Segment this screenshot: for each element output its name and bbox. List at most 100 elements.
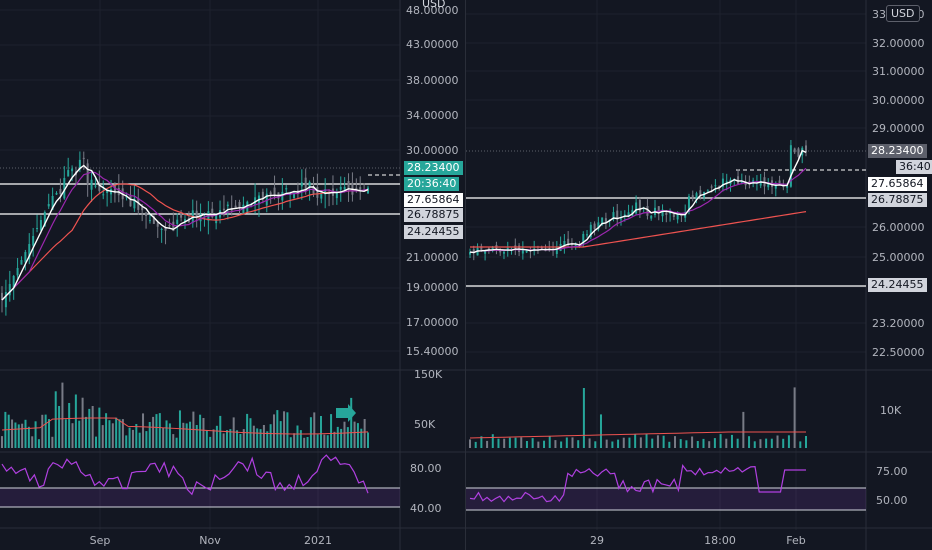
volume-bar — [58, 406, 61, 448]
candle-body — [55, 193, 58, 195]
volume-bar — [189, 421, 192, 448]
volume-bar — [486, 440, 489, 448]
volume-bar — [340, 428, 343, 448]
candle-body — [145, 212, 148, 216]
candle-body — [8, 284, 11, 296]
volume-bar — [537, 441, 540, 448]
candle-body — [638, 200, 641, 212]
candle-body — [680, 214, 683, 217]
volume-bar — [61, 382, 64, 448]
volume-bar — [98, 407, 101, 448]
currency-button-right[interactable]: USD — [886, 5, 920, 22]
candle-body — [665, 212, 668, 215]
volume-bar — [730, 434, 733, 448]
volume-bar — [319, 416, 322, 448]
candle-body — [293, 192, 296, 198]
volume-bar — [239, 434, 242, 448]
volume-bar — [787, 435, 790, 448]
volume-bar — [44, 414, 47, 448]
volume-bar — [175, 437, 178, 448]
volume-bar — [202, 418, 205, 448]
countdown-tag-right: 36:40 — [896, 160, 932, 174]
candle-body — [160, 229, 163, 230]
price-tick-label: 17.00000 — [406, 316, 459, 329]
volume-bar — [508, 437, 511, 448]
candle-body — [71, 168, 74, 172]
volume-bar — [765, 438, 768, 448]
candle-body — [691, 195, 694, 198]
candle-body — [582, 234, 585, 244]
volume-bar — [252, 425, 255, 448]
volume-bar — [313, 412, 316, 448]
left-chart-canvas[interactable]: 48.00000 43.00000 38.00000 34.00000 30.00000… — [0, 0, 465, 550]
volume-bar — [367, 432, 369, 448]
candle-body — [650, 215, 653, 219]
candle-body — [176, 219, 179, 224]
volume-bar — [95, 436, 98, 448]
candle-body — [184, 219, 186, 222]
candle-body — [612, 212, 615, 220]
volume-bar — [165, 420, 168, 448]
candle-body — [635, 202, 638, 214]
ma-fast-line — [469, 149, 807, 254]
price-tick-label: 21.00000 — [406, 251, 459, 264]
volume-bar — [474, 441, 477, 448]
volume-bar — [279, 421, 282, 448]
right-chart-canvas[interactable]: 33.0000032.0000031.0000030.0000029.00000… — [466, 0, 932, 550]
ma-mid-line — [469, 167, 807, 254]
time-tick-label: 18:00 — [704, 534, 736, 547]
candle-body — [359, 187, 362, 191]
price-tick-label: 43.00000 — [406, 38, 459, 51]
candle-body — [199, 214, 202, 222]
ma-slow-line — [1, 183, 369, 301]
volume-bar — [333, 431, 336, 448]
candle-body — [574, 245, 577, 246]
candle-body — [627, 212, 630, 217]
candle-body — [90, 179, 93, 190]
candle-body — [740, 181, 743, 183]
volume-tick-label: 50K — [414, 418, 436, 431]
candle-body — [59, 188, 62, 195]
candle-body — [472, 249, 475, 253]
volume-bar — [101, 425, 104, 448]
volume-bar — [805, 436, 807, 448]
volume-bar — [24, 419, 27, 448]
candle-body — [156, 222, 159, 227]
volume-bar — [514, 437, 517, 448]
volume-bar — [64, 419, 67, 448]
candle-body — [254, 197, 257, 205]
candle-body — [285, 188, 288, 190]
candle-body — [12, 276, 15, 288]
volume-bar — [78, 420, 81, 448]
candle-body — [687, 196, 690, 212]
volume-bar — [323, 434, 326, 448]
volume-bar — [84, 416, 87, 448]
candle-body — [324, 189, 327, 195]
candle-body — [540, 246, 543, 249]
volume-bar — [645, 434, 648, 448]
chart-pane-left[interactable]: 48.00000 43.00000 38.00000 34.00000 30.00000… — [0, 0, 466, 550]
volume-bar — [480, 436, 483, 448]
candle-body — [32, 236, 35, 246]
volume-bar — [469, 439, 471, 448]
price-tick-label: 48.00000 — [406, 4, 459, 17]
volume-bar — [51, 436, 54, 448]
volume-bar — [346, 427, 349, 448]
volume-bar — [48, 419, 51, 448]
candle-body — [1, 292, 3, 300]
candle-body — [672, 213, 675, 217]
volume-arrow-icon — [336, 404, 356, 422]
candle-body — [316, 187, 319, 198]
volume-bar — [343, 421, 346, 448]
volume-bar — [152, 416, 155, 448]
candle-body — [484, 250, 487, 254]
rsi-line — [469, 464, 806, 503]
volume-bar — [491, 434, 494, 448]
candle-body — [78, 159, 81, 170]
volume-bar — [242, 429, 245, 448]
volume-bar — [131, 429, 134, 448]
volume-bar — [205, 430, 208, 448]
candle-body — [82, 157, 85, 159]
candle-body — [616, 210, 619, 220]
chart-pane-right[interactable]: 33.0000032.0000031.0000030.0000029.00000… — [466, 0, 932, 550]
